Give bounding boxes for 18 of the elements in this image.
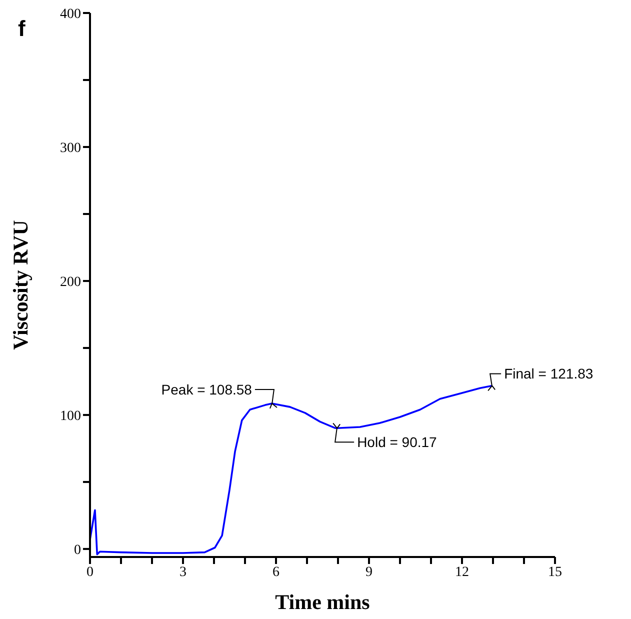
y-axis-title: Viscosity RVU — [8, 220, 32, 350]
y-tick-label: 100 — [60, 408, 81, 424]
text: f — [18, 16, 26, 42]
x-axis-title: Time mins — [275, 590, 370, 614]
x-tick-label: 0 — [86, 564, 94, 580]
x-tick-label: 3 — [180, 564, 186, 580]
y-tick-label: 400 — [60, 6, 81, 22]
x-tick-label: 6 — [272, 564, 280, 580]
annotation: Final = 121.83 — [504, 366, 594, 382]
x-tick-label: 9 — [366, 564, 372, 580]
y-tick-label: 0 — [74, 542, 81, 558]
x-tick-label: 15 — [548, 564, 562, 580]
annotation: Peak = 108.58 — [161, 381, 252, 398]
annotation: Hold = 90.17 — [357, 434, 438, 450]
x-tick-label: 12 — [455, 564, 469, 580]
y-tick-label: 200 — [60, 274, 81, 290]
line-series — [90, 384, 493, 556]
y-tick-label: 300 — [60, 140, 81, 156]
